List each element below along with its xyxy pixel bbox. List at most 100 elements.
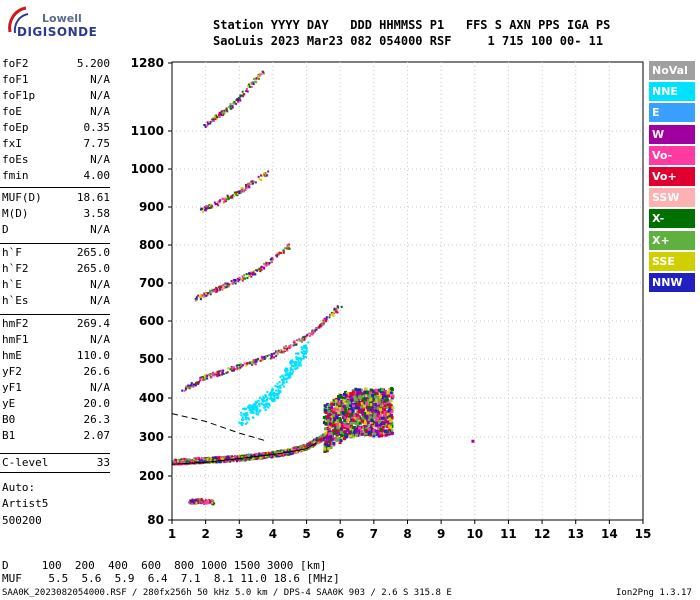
trace-dot	[250, 458, 253, 461]
trace-dot	[330, 402, 334, 406]
trace-dot	[232, 456, 235, 459]
trace-dot	[361, 412, 365, 416]
trace-dot	[338, 411, 342, 415]
trace-dot	[315, 441, 318, 444]
trace-dot	[275, 355, 278, 358]
trace-dot	[280, 350, 283, 353]
trace-dot	[239, 422, 242, 425]
trace-dot	[258, 402, 261, 405]
trace-dot	[172, 460, 175, 463]
trace-dot	[259, 266, 262, 269]
trace-dot	[189, 501, 192, 504]
param-row: h`E N/A	[2, 278, 110, 294]
trace-dot	[294, 448, 297, 451]
trace-dot	[351, 392, 355, 396]
trace-dot	[201, 378, 204, 381]
trace-dot	[302, 336, 305, 339]
y-tick-label: 700	[139, 276, 164, 290]
trace-dot	[369, 425, 373, 429]
trace-dot	[240, 278, 243, 281]
trace-dot	[328, 425, 332, 429]
trace-dot	[267, 262, 270, 265]
dashed-line	[171, 413, 267, 442]
trace-dot	[388, 417, 392, 421]
trace-dot	[198, 462, 201, 465]
trace-dot	[232, 278, 235, 281]
trace-dot	[226, 460, 229, 463]
trace-dot	[305, 334, 308, 337]
trace-dot	[238, 368, 241, 371]
trace-dot	[303, 352, 306, 355]
trace-dot	[187, 386, 190, 389]
trace-dot	[333, 416, 337, 420]
trace-dot	[245, 457, 248, 460]
trace-dot	[364, 394, 368, 398]
trace-dot	[200, 207, 203, 210]
trace-dot	[282, 379, 285, 382]
param-value: 4.00	[83, 169, 111, 182]
trace-dot	[208, 501, 211, 504]
trace-dot	[223, 460, 226, 463]
trace-dot	[356, 413, 360, 417]
trace-dot	[245, 364, 248, 367]
trace-dot	[385, 403, 389, 407]
trace-dot	[335, 435, 339, 439]
trace-dot	[273, 399, 276, 402]
trace-5	[203, 70, 265, 128]
trace-dot	[366, 411, 370, 415]
trace-dot	[237, 459, 240, 462]
trace-dot	[234, 191, 237, 194]
trace-dot	[298, 339, 301, 342]
param-name: MUF(D)	[2, 191, 42, 204]
trace-dot	[363, 419, 367, 423]
trace-dot	[350, 414, 354, 418]
trace-dot	[302, 339, 305, 342]
param-row: B0 26.3	[2, 413, 110, 429]
y-tick-label: 1100	[131, 124, 164, 138]
param-value: N/A	[90, 153, 110, 166]
trace-dot	[385, 424, 389, 428]
trace-dot	[390, 429, 394, 433]
trace-dot	[349, 392, 353, 396]
trace-dot	[248, 418, 251, 421]
legend-item-w: W	[649, 124, 695, 144]
trace-dot	[188, 458, 191, 461]
trace-dot	[352, 426, 356, 430]
trace-dot	[373, 391, 377, 395]
trace-dot	[276, 382, 279, 385]
trace-dot	[350, 416, 354, 420]
trace-dot	[268, 455, 271, 458]
trace-dot	[335, 401, 339, 405]
trace-dot	[389, 427, 393, 431]
trace-dot	[179, 459, 182, 462]
separator	[0, 187, 110, 188]
trace-dot	[302, 350, 305, 353]
trace-dot	[248, 362, 251, 365]
trace-dot	[260, 454, 263, 457]
trace-dot	[272, 397, 275, 400]
trace-dot	[349, 418, 353, 422]
trace-dot	[352, 421, 356, 425]
trace-dot	[323, 319, 326, 322]
trace-dot	[385, 410, 389, 414]
trace-dot	[221, 371, 224, 374]
trace-dot	[236, 194, 239, 197]
trace-dot	[390, 387, 394, 391]
trace-dot	[338, 407, 342, 411]
trace-dot	[304, 355, 307, 358]
trace-dot	[219, 461, 222, 464]
trace-dot	[210, 457, 213, 460]
trace-dot	[300, 346, 303, 349]
trace-dot	[269, 357, 272, 360]
trace-dot	[252, 270, 255, 273]
trace-dot	[300, 357, 303, 360]
trace-dot	[293, 362, 296, 365]
trace-dot	[266, 451, 269, 454]
trace-dot	[180, 460, 183, 463]
trace-dot	[256, 409, 259, 412]
trace-dot	[297, 447, 300, 450]
trace-dot	[335, 433, 339, 437]
trace-dot	[243, 190, 246, 193]
trace-dot	[278, 350, 281, 353]
trace-dot	[190, 460, 193, 463]
